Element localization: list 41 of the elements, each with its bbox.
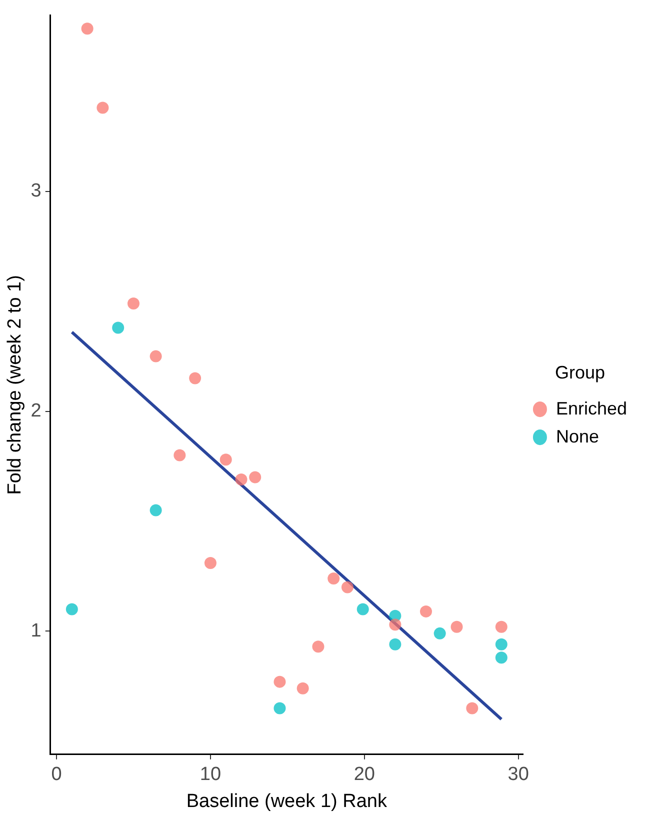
y-axis-title: Fold change (week 2 to 1)	[4, 275, 26, 495]
point	[150, 350, 162, 362]
legend-label: None	[556, 426, 599, 446]
point	[296, 682, 309, 694]
point	[174, 449, 186, 462]
point	[150, 504, 162, 516]
point	[204, 557, 216, 570]
legend-label: Enriched	[556, 398, 628, 418]
point	[189, 372, 202, 384]
point	[356, 603, 369, 616]
point	[312, 640, 324, 653]
point	[235, 473, 248, 486]
y-tick-label: 3	[30, 180, 42, 202]
y-tick-label: 1	[30, 620, 42, 642]
point	[389, 638, 402, 650]
point	[274, 702, 286, 714]
point	[249, 471, 262, 484]
x-tick-label: 0	[51, 764, 62, 786]
point	[112, 322, 124, 334]
x-tick-label: 30	[508, 764, 529, 786]
point	[466, 702, 478, 714]
point	[450, 620, 463, 633]
point	[328, 572, 340, 584]
point	[495, 652, 508, 664]
legend-title: Group	[554, 362, 605, 383]
point	[495, 638, 508, 650]
x-tick-label: 10	[200, 764, 222, 786]
point	[220, 454, 232, 466]
point	[495, 620, 508, 633]
point	[341, 581, 354, 594]
point	[434, 627, 446, 640]
x-tick-label: 20	[354, 764, 375, 786]
point	[66, 603, 78, 616]
point	[274, 676, 286, 688]
y-tick-label: 2	[30, 400, 42, 422]
x-axis-title: Baseline (week 1) Rank	[186, 790, 388, 812]
point	[96, 102, 109, 114]
point	[81, 22, 94, 35]
point	[420, 605, 432, 618]
point	[389, 618, 402, 631]
point	[127, 298, 140, 310]
